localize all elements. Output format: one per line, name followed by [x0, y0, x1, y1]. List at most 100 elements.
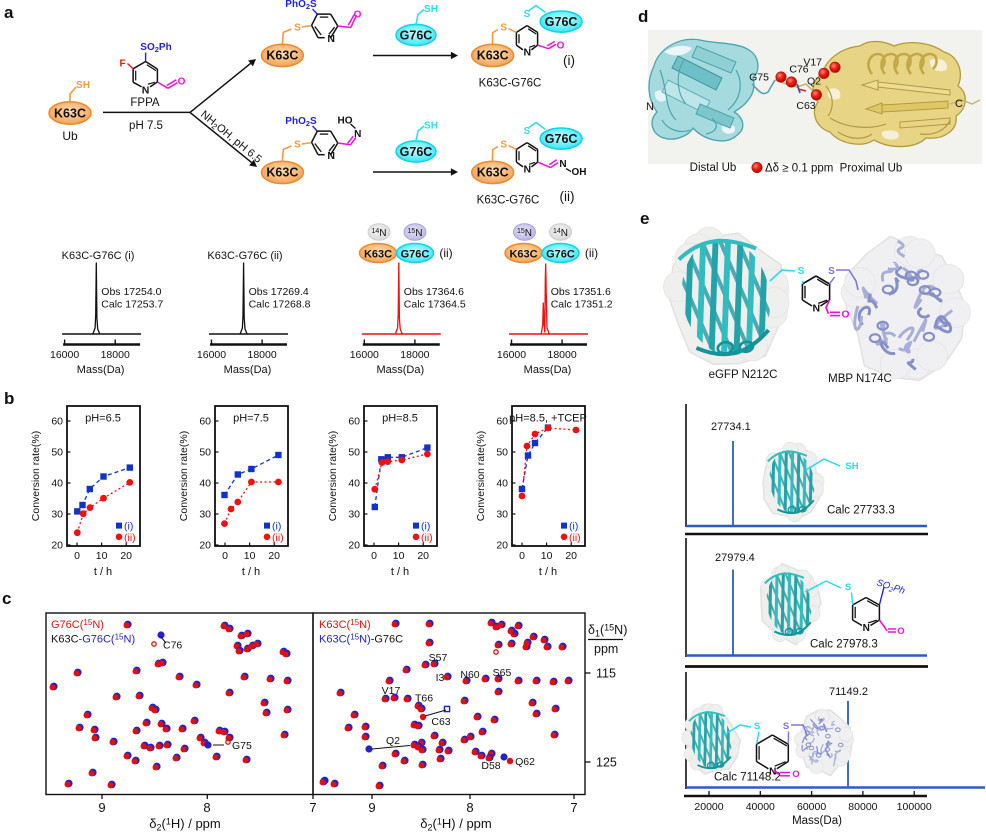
svg-text:Δδ ≥ 0.1 ppm: Δδ ≥ 0.1 ppm: [765, 163, 833, 175]
svg-text:I3: I3: [436, 672, 445, 684]
svg-text:20000: 20000: [694, 801, 723, 813]
svg-text:K63C: K63C: [266, 166, 298, 180]
svg-text:N: N: [327, 150, 335, 162]
svg-text:NH2OH, pH 6.5: NH2OH, pH 6.5: [197, 109, 263, 167]
svg-text:C76: C76: [789, 64, 808, 76]
svg-text:Obs 17351.6: Obs 17351.6: [551, 286, 611, 298]
svg-text:Distal Ub: Distal Ub: [690, 162, 737, 174]
svg-text:N: N: [354, 129, 361, 140]
svg-text:t / h: t / h: [391, 566, 409, 578]
svg-text:t / h: t / h: [94, 566, 112, 578]
svg-text:40: 40: [348, 478, 360, 490]
svg-text:C76: C76: [163, 640, 182, 652]
svg-text:Calc 17268.8: Calc 17268.8: [249, 299, 311, 311]
svg-text:ppm: ppm: [594, 642, 618, 656]
svg-text:Obs 17269.4: Obs 17269.4: [249, 286, 309, 298]
svg-text:Calc 17351.2: Calc 17351.2: [551, 299, 613, 311]
svg-text:50: 50: [51, 447, 63, 459]
svg-text:S65: S65: [493, 667, 512, 679]
svg-text:pH=6.5: pH=6.5: [85, 413, 121, 425]
svg-text:K63C-G76C: K63C-G76C: [477, 195, 540, 207]
svg-text:δ2(1H) / ppm: δ2(1H) / ppm: [420, 816, 491, 833]
svg-text:K63C: K63C: [477, 49, 509, 63]
svg-text:O: O: [897, 626, 904, 637]
svg-text:14N: 14N: [371, 228, 386, 239]
svg-text:S: S: [845, 582, 851, 593]
svg-text:b: b: [4, 389, 14, 408]
svg-text:HO: HO: [338, 116, 353, 127]
svg-text:S: S: [524, 9, 531, 20]
svg-text:N: N: [327, 33, 335, 45]
svg-text:N: N: [863, 623, 870, 634]
svg-text:FPPA: FPPA: [130, 97, 160, 109]
svg-text:pH 7.5: pH 7.5: [129, 120, 163, 132]
svg-text:9: 9: [98, 800, 105, 815]
svg-text:SO2Ph: SO2Ph: [140, 42, 171, 54]
svg-text:PhO2S: PhO2S: [285, 0, 317, 11]
svg-text:K63C: K63C: [364, 248, 392, 260]
svg-text:Conversion rate(%): Conversion rate(%): [30, 431, 42, 521]
svg-text:10: 10: [96, 550, 108, 562]
svg-text:27979.4: 27979.4: [715, 552, 755, 564]
svg-text:0: 0: [74, 550, 80, 562]
svg-text:(i): (i): [421, 521, 430, 533]
svg-text:S: S: [500, 140, 507, 151]
svg-text:7: 7: [570, 800, 577, 815]
svg-text:S: S: [754, 721, 760, 732]
svg-text:18000: 18000: [400, 349, 429, 361]
svg-text:(i): (i): [569, 521, 578, 533]
svg-text:20: 20: [199, 540, 211, 552]
svg-text:MBP N174C: MBP N174C: [828, 373, 892, 385]
svg-text:50: 50: [199, 447, 211, 459]
svg-text:Calc 71148.2: Calc 71148.2: [714, 772, 781, 784]
svg-text:20: 20: [268, 550, 280, 562]
svg-text:18000: 18000: [101, 349, 130, 361]
svg-text:S: S: [294, 140, 301, 151]
svg-text:20: 20: [417, 550, 429, 562]
svg-text:Calc 27978.3: Calc 27978.3: [810, 639, 878, 651]
svg-text:N: N: [646, 101, 654, 113]
svg-text:(ii): (ii): [560, 189, 575, 204]
svg-text:60: 60: [348, 416, 360, 428]
svg-text:C: C: [955, 98, 963, 110]
svg-text:15N: 15N: [407, 228, 422, 239]
svg-text:(ii): (ii): [569, 532, 581, 544]
svg-text:20: 20: [120, 550, 132, 562]
svg-text:G75: G75: [749, 72, 769, 84]
svg-text:80000: 80000: [848, 801, 877, 813]
svg-text:S57: S57: [429, 652, 448, 664]
svg-text:K63C: K63C: [54, 106, 86, 120]
svg-text:Conversion rate(%): Conversion rate(%): [475, 431, 487, 521]
svg-text:18000: 18000: [547, 349, 576, 361]
svg-text:G76C(15N): G76C(15N): [51, 618, 104, 631]
svg-text:40: 40: [199, 478, 211, 490]
svg-text:Proximal Ub: Proximal Ub: [840, 163, 903, 175]
svg-text:G76C: G76C: [546, 248, 575, 260]
svg-text:S: S: [500, 23, 507, 34]
svg-text:d: d: [638, 7, 648, 26]
svg-text:Obs 17364.6: Obs 17364.6: [404, 286, 464, 298]
svg-text:t / h: t / h: [242, 566, 260, 578]
svg-text:S: S: [783, 721, 789, 732]
svg-text:71149.2: 71149.2: [829, 686, 868, 698]
svg-text:O: O: [178, 77, 186, 88]
svg-text:N: N: [524, 47, 532, 59]
svg-text:Mass(Da): Mass(Da): [224, 364, 272, 376]
svg-text:100000: 100000: [897, 801, 932, 813]
svg-text:N: N: [142, 84, 150, 96]
svg-text:c: c: [2, 589, 11, 608]
svg-text:Mass(Da): Mass(Da): [77, 364, 125, 376]
svg-text:7: 7: [309, 800, 316, 815]
svg-text:G76C: G76C: [545, 132, 578, 146]
svg-text:G76C: G76C: [401, 248, 430, 260]
svg-text:pH=8.5, +TCEP: pH=8.5, +TCEP: [509, 413, 587, 425]
svg-text:0: 0: [519, 550, 525, 562]
svg-text:20: 20: [348, 540, 360, 552]
svg-text:G76C: G76C: [545, 15, 578, 29]
svg-text:K63C: K63C: [266, 49, 298, 63]
svg-text:40000: 40000: [746, 801, 775, 813]
svg-text:eGFP N212C: eGFP N212C: [709, 369, 778, 381]
svg-text:OH: OH: [572, 167, 587, 178]
svg-text:S: S: [798, 266, 805, 277]
svg-text:a: a: [4, 3, 14, 22]
